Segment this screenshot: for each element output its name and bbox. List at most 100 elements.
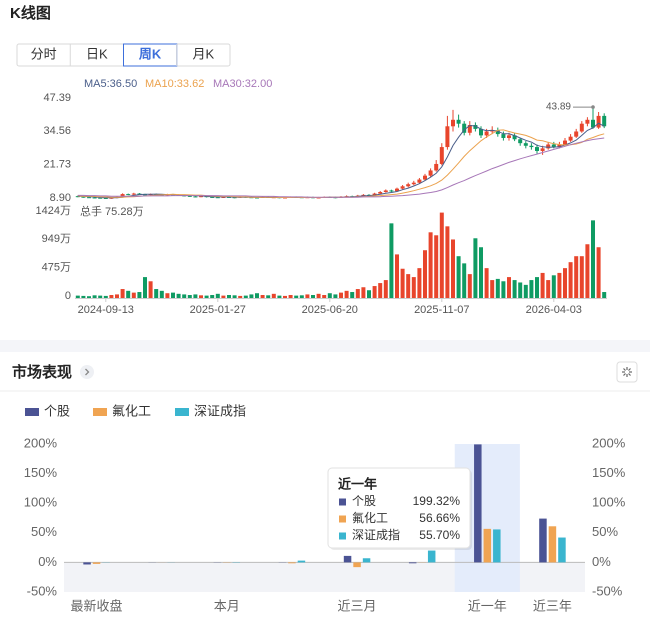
volume-bar <box>484 268 489 298</box>
volume-bar <box>546 280 551 298</box>
candle-body <box>411 182 416 185</box>
candle-body <box>120 194 125 197</box>
candle-body <box>484 131 489 136</box>
tab-label[interactable]: 月K <box>193 46 215 61</box>
candle-body <box>103 197 108 199</box>
bar[interactable] <box>539 518 547 563</box>
volume-tick-label: 475万 <box>42 262 71 274</box>
bar[interactable] <box>343 555 352 563</box>
expand-icon[interactable] <box>80 365 94 379</box>
volume-bar <box>243 295 248 298</box>
volume-bar <box>445 226 450 298</box>
bar[interactable] <box>353 562 361 568</box>
candle-body <box>434 163 439 171</box>
tooltip-value: 199.32% <box>413 494 461 508</box>
volume-bar <box>204 295 209 298</box>
volume-bar <box>92 295 97 298</box>
candle-body <box>490 130 495 132</box>
x-tick-label: 近三月 <box>338 598 377 613</box>
candle-body <box>187 195 192 197</box>
bar[interactable] <box>297 560 306 563</box>
volume-bar <box>395 254 399 298</box>
x-tick-label: 最新收盘 <box>71 598 123 613</box>
volume-bar <box>540 272 545 298</box>
volume-bar <box>288 295 293 298</box>
volume-bar <box>159 290 164 298</box>
volume-bar <box>602 292 607 298</box>
bar[interactable] <box>92 562 101 564</box>
legend-swatch[interactable] <box>93 408 107 416</box>
bar[interactable] <box>493 529 501 563</box>
volume-bar <box>467 274 472 298</box>
volume-bar <box>417 268 422 298</box>
candle-body <box>126 194 131 196</box>
volume-bar <box>596 247 601 298</box>
volume-bar <box>367 290 371 298</box>
expand-arrow <box>85 368 90 376</box>
bar[interactable] <box>427 550 436 563</box>
tooltip-value: 55.70% <box>419 528 460 542</box>
x-tick-label: 本月 <box>214 598 240 613</box>
x-tick-label: 近三年 <box>533 598 572 613</box>
volume-bar <box>439 212 444 298</box>
bar[interactable] <box>548 526 557 563</box>
tooltip-swatch <box>339 532 346 540</box>
candle-body <box>523 143 528 146</box>
bar[interactable] <box>474 444 482 563</box>
candle-body <box>546 144 551 149</box>
legend-swatch[interactable] <box>25 408 39 416</box>
candle-body <box>535 147 539 151</box>
volume-bar <box>305 294 310 298</box>
candle-body <box>227 196 231 198</box>
volume-bar <box>333 294 338 298</box>
bar[interactable] <box>288 562 296 564</box>
tab-label[interactable]: 分时 <box>31 46 57 61</box>
volume-bar <box>473 238 478 298</box>
volume-tick-label: 0 <box>65 290 71 302</box>
tab-label[interactable]: 周K <box>139 46 162 61</box>
volume-bar <box>193 294 198 298</box>
volume-bar <box>434 235 439 298</box>
legend-label[interactable]: 个股 <box>44 403 70 418</box>
settings-icon <box>622 367 632 377</box>
volume-bar <box>507 277 511 298</box>
x-tick-label: 2025-11-07 <box>414 304 469 316</box>
volume-bar <box>249 294 254 298</box>
volume-bar <box>529 280 534 298</box>
settings-button[interactable] <box>616 361 638 383</box>
bar[interactable] <box>83 562 91 565</box>
bar[interactable] <box>558 537 566 563</box>
y2-tick-label: 50% <box>592 524 618 539</box>
bar[interactable] <box>408 562 417 564</box>
tooltip-title: 近一年 <box>338 476 377 491</box>
volume-bar <box>518 282 523 298</box>
volume-bar <box>154 289 159 298</box>
tooltip-box <box>327 467 471 549</box>
volume-tick-label: 949万 <box>42 233 71 245</box>
volume-bar <box>182 294 187 298</box>
candle-body <box>563 140 567 145</box>
bar[interactable] <box>483 528 492 563</box>
volume-bar <box>501 281 506 298</box>
candle-body <box>501 134 506 138</box>
volume-bar <box>344 290 349 298</box>
bar[interactable] <box>362 558 371 563</box>
legend-label[interactable]: 深证成指 <box>194 403 246 418</box>
candle-body <box>137 193 142 195</box>
tab-label[interactable]: 日K <box>86 46 108 61</box>
y-tick-label: 0% <box>38 554 57 569</box>
volume-bar <box>215 293 220 298</box>
candle-body <box>215 197 220 199</box>
candle-body <box>585 119 590 124</box>
x-tick-label: 2025-06-20 <box>302 304 358 316</box>
volume-bar <box>456 256 461 298</box>
x-tick-label: 2024-09-13 <box>78 304 134 316</box>
volume-bar <box>232 295 237 298</box>
candle-body <box>540 148 545 151</box>
y-tick-label: 8.90 <box>50 192 71 204</box>
legend-swatch[interactable] <box>175 408 189 416</box>
page-title: K线图 <box>10 4 51 22</box>
tooltip-name: 氟化工 <box>352 511 388 525</box>
candle-body <box>417 179 422 183</box>
legend-label[interactable]: 氟化工 <box>112 403 151 418</box>
